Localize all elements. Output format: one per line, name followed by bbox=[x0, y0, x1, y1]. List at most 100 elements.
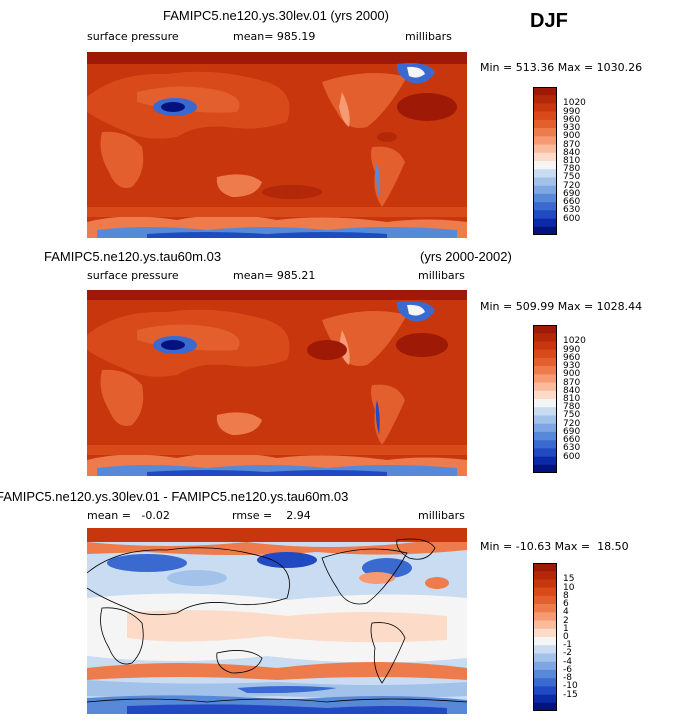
colorbar-tick-label: 810 bbox=[563, 394, 581, 404]
colorbar-tick-label: 870 bbox=[563, 377, 581, 388]
colorbar-swatch bbox=[533, 431, 557, 441]
panel2-title: FAMIPC5.ne120.ys.tau60m.03 bbox=[44, 249, 222, 264]
colorbar-border bbox=[533, 87, 557, 235]
panel1-minmax: Min = 513.36 Max = 1030.26 bbox=[480, 61, 643, 74]
colorbar-tick-label: 4 bbox=[563, 607, 569, 618]
colorbar-swatch bbox=[533, 144, 557, 154]
colorbar-tick-label: 0 bbox=[563, 632, 569, 642]
colorbar-swatch bbox=[533, 202, 557, 211]
colorbar-tick-label: 660 bbox=[563, 197, 581, 208]
colorbar-swatch bbox=[533, 161, 557, 170]
colorbar-tick-label: 930 bbox=[563, 361, 581, 372]
colorbar-tick-label: 750 bbox=[563, 172, 581, 183]
panel2-period: (yrs 2000-2002) bbox=[420, 249, 512, 264]
colorbar-swatch bbox=[533, 103, 557, 112]
panel2-colorbar-svg bbox=[533, 325, 557, 473]
colorbar-tick-label: -10 bbox=[563, 681, 578, 692]
colorbar-swatch bbox=[533, 218, 557, 228]
colorbar-swatch bbox=[533, 579, 557, 588]
panel3-mean: mean = -0.02 bbox=[87, 509, 170, 522]
colorbar-swatch bbox=[533, 226, 557, 235]
panel2-colorbar bbox=[533, 325, 557, 473]
colorbar-swatch bbox=[533, 128, 557, 137]
colorbar-swatch bbox=[533, 382, 557, 392]
colorbar-tick-label: 10 bbox=[563, 582, 575, 593]
panel2-variable: surface pressure bbox=[87, 269, 179, 282]
panel3-rmse: rmse = 2.94 bbox=[232, 509, 311, 522]
colorbar-swatch bbox=[533, 407, 557, 416]
colorbar-swatch bbox=[533, 366, 557, 375]
panel1-map bbox=[87, 52, 467, 238]
panel3-title: FAMIPC5.ne120.ys.30lev.01 - FAMIPC5.ne12… bbox=[0, 489, 349, 504]
panel1-mean: mean= 985.19 bbox=[233, 30, 316, 43]
panel3-minmax: Min = -10.63 Max = 18.50 bbox=[480, 540, 629, 553]
colorbar-tick-label: 840 bbox=[563, 147, 581, 158]
colorbar-tick-label: -8 bbox=[563, 673, 572, 684]
colorbar-swatch bbox=[533, 333, 557, 342]
colorbar-swatch bbox=[533, 612, 557, 621]
colorbar-tick-label: 810 bbox=[563, 156, 581, 166]
colorbar-tick-label: 630 bbox=[563, 205, 581, 216]
colorbar-swatch bbox=[533, 169, 557, 178]
colorbar-swatch bbox=[533, 604, 557, 613]
colorbar-swatch bbox=[533, 628, 557, 638]
colorbar-swatch bbox=[533, 661, 557, 671]
colorbar-tick-label: -6 bbox=[563, 664, 572, 675]
panel2-minmax: Min = 509.99 Max = 1028.44 bbox=[480, 300, 643, 313]
colorbar-swatch bbox=[533, 399, 557, 408]
panel1-title: FAMIPC5.ne120.ys.30lev.01 (yrs 2000) bbox=[163, 8, 389, 23]
colorbar-swatch bbox=[533, 210, 557, 219]
panel3-colorbar-svg bbox=[533, 563, 557, 711]
panel1-colorbar-svg bbox=[533, 87, 557, 235]
colorbar-swatch bbox=[533, 95, 557, 104]
colorbar-swatch bbox=[533, 325, 557, 334]
colorbar-swatch bbox=[533, 678, 557, 687]
colorbar-swatch bbox=[533, 694, 557, 704]
colorbar-tick-label: -2 bbox=[563, 648, 572, 659]
colorbar-tick-label: 720 bbox=[563, 180, 581, 191]
panel1-colorbar-labels: 1020 990 960 930 900 870 840 810 780 750 720 690 660… bbox=[563, 87, 613, 235]
colorbar-tick-label: 660 bbox=[563, 435, 581, 446]
colorbar-tick-label: 840 bbox=[563, 385, 581, 396]
colorbar-swatch bbox=[533, 620, 557, 630]
panel1-colorbar bbox=[533, 87, 557, 235]
colorbar-swatch bbox=[533, 349, 557, 359]
colorbar-tick-label: -15 bbox=[563, 689, 578, 700]
colorbar-tick-label: 870 bbox=[563, 139, 581, 150]
colorbar-tick-label: 960 bbox=[563, 114, 581, 125]
colorbar-swatch bbox=[533, 87, 557, 96]
colorbar-tick-label: 1020 bbox=[563, 336, 586, 347]
colorbar-tick-label: -1 bbox=[563, 640, 572, 651]
panel3-colorbar bbox=[533, 563, 557, 711]
colorbar-tick-label: 1 bbox=[563, 623, 569, 634]
colorbar-tick-label: 2 bbox=[563, 615, 569, 626]
colorbar-swatch bbox=[533, 374, 557, 383]
colorbar-tick-label: 960 bbox=[563, 352, 581, 363]
season-label: DJF bbox=[530, 10, 568, 32]
colorbar-swatch bbox=[533, 185, 557, 195]
colorbar-border bbox=[533, 563, 557, 711]
colorbar-swatch bbox=[533, 645, 557, 654]
panel1-variable: surface pressure bbox=[87, 30, 179, 43]
colorbar-swatch bbox=[533, 456, 557, 466]
panel3-colorbar-labels: 15 10 8 6 4 2 1 0 -1 -2 -4 -6 -8 -10 -15 bbox=[563, 563, 613, 711]
colorbar-tick-label: 780 bbox=[563, 402, 581, 413]
colorbar-swatch bbox=[533, 595, 557, 605]
colorbar-tick-label: 780 bbox=[563, 164, 581, 175]
colorbar-tick-label: -4 bbox=[563, 656, 572, 667]
colorbar-swatch bbox=[533, 571, 557, 580]
panel2-units: millibars bbox=[418, 269, 465, 282]
panel1-units: millibars bbox=[405, 30, 452, 43]
panel2-map bbox=[87, 290, 467, 476]
colorbar-swatch bbox=[533, 669, 557, 679]
colorbar-swatch bbox=[533, 152, 557, 162]
panel3-units: millibars bbox=[418, 509, 465, 522]
colorbar-swatch bbox=[533, 440, 557, 449]
colorbar-tick-label: 600 bbox=[563, 451, 581, 462]
colorbar-swatch bbox=[533, 423, 557, 433]
colorbar-tick-label: 6 bbox=[563, 599, 569, 610]
colorbar-swatch bbox=[533, 119, 557, 129]
colorbar-border bbox=[533, 325, 557, 473]
colorbar-swatch bbox=[533, 653, 557, 662]
